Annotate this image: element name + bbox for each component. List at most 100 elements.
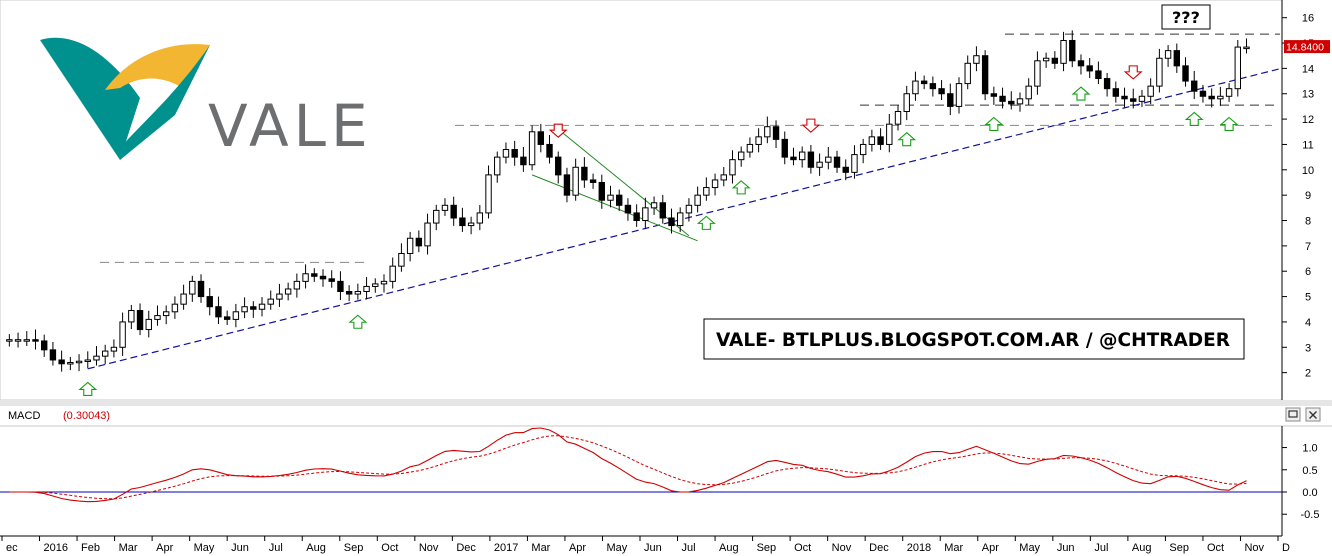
price-tick-label: 12: [1302, 114, 1314, 126]
candle-body: [1225, 88, 1233, 97]
candle-body: [258, 303, 266, 310]
macd-restore-button[interactable]: [1285, 407, 1301, 422]
candle-body: [1164, 50, 1172, 59]
panel-splitter[interactable]: [0, 400, 1332, 406]
candle-body: [729, 159, 736, 176]
candle-body: [1086, 65, 1093, 72]
price-tick-label: 13: [1302, 89, 1314, 101]
time-tick-label: Apr: [569, 542, 586, 554]
candle-body: [1234, 46, 1241, 90]
candle-body: [415, 237, 423, 247]
candle-body: [1016, 98, 1024, 105]
candle-body: [49, 349, 57, 361]
macd-close-button[interactable]: [1305, 407, 1321, 422]
candle-body: [345, 291, 353, 295]
candle-body: [250, 306, 257, 310]
candle-body: [293, 280, 301, 290]
time-tick-label: ec: [6, 542, 18, 554]
candle-body: [84, 359, 91, 362]
candle-body: [441, 204, 449, 211]
candle-body: [973, 55, 980, 64]
macd-value: (0.30043): [63, 410, 110, 422]
candle-body: [1095, 70, 1102, 80]
candle-body: [894, 110, 902, 125]
up-arrow-icon: [897, 131, 917, 147]
candle-body: [433, 209, 440, 224]
candle-body: [41, 340, 48, 351]
candle-body: [537, 131, 545, 145]
candle-body: [886, 123, 893, 145]
watermark-banner: VALE- BTLPLUS.BLOGSPOT.COM.AR / @CHTRADE…: [703, 318, 1245, 360]
candle-body: [311, 273, 318, 277]
time-tick-label: Aug: [719, 542, 739, 554]
candle-body: [197, 280, 205, 298]
candle-body: [110, 346, 118, 352]
candle-body: [772, 126, 780, 140]
candle-body: [790, 156, 797, 161]
candle-body: [180, 293, 187, 305]
candle-body: [685, 204, 693, 214]
candle-body: [319, 275, 327, 280]
candle-body: [389, 265, 396, 282]
candle-body: [14, 339, 22, 342]
time-tick-label: Mar: [119, 542, 138, 554]
up-arrow-icon: [78, 381, 98, 396]
candle-body: [1138, 95, 1146, 102]
candle-body: [67, 362, 74, 365]
last-price-label: 14.8400: [1286, 42, 1324, 54]
candle-body: [502, 149, 510, 158]
time-tick-label: Dec: [869, 542, 889, 554]
down-arrow-icon: [801, 118, 821, 133]
up-arrow-icon: [984, 116, 1004, 132]
macd-plot: [0, 427, 1282, 503]
up-arrow-icon: [1184, 111, 1204, 126]
candlesticks: [6, 30, 1250, 372]
price-tick-label: 11: [1302, 139, 1313, 151]
up-arrow-icon: [696, 215, 716, 230]
candle-body: [476, 212, 484, 224]
time-tick-label: Apr: [156, 542, 173, 554]
up-arrow-icon: [1219, 116, 1239, 132]
candle-body: [1147, 85, 1154, 97]
time-axis: ec 2016 Feb Mar Apr May Jun Jul Aug Sep Oct Nov Dec 2…: [1, 536, 1290, 554]
time-tick-label: May: [606, 542, 627, 554]
candle-body: [1208, 95, 1215, 100]
up-arrow-icon: [731, 180, 751, 195]
candle-body: [703, 187, 710, 196]
price-tick-label: 10: [1302, 165, 1314, 177]
time-tick-label: Oct: [1207, 542, 1224, 554]
price-tick-label: 5: [1305, 292, 1311, 304]
candle-body: [1051, 57, 1059, 64]
time-tick-label: Sep: [344, 542, 364, 554]
channel-lower-line: [531, 174, 698, 242]
candle-body: [494, 156, 501, 176]
candle-body: [737, 151, 745, 161]
question-annotation: ???: [1161, 4, 1211, 30]
candle-body: [1156, 57, 1163, 87]
candle-body: [23, 339, 30, 342]
time-tick-label: Dec: [456, 542, 476, 554]
candle-body: [136, 310, 144, 331]
candle-body: [284, 288, 292, 295]
candle-body: [607, 194, 614, 201]
candle-body: [877, 136, 884, 145]
logo-teal-wing: [118, 45, 210, 160]
candle-body: [337, 280, 344, 293]
candle-body: [903, 93, 910, 112]
candle-body: [189, 280, 196, 295]
candle-body: [616, 194, 623, 206]
macd-tick-label: 0.0: [1302, 487, 1317, 499]
candle-body: [781, 138, 788, 158]
banner-text: VALE- BTLPLUS.BLOGSPOT.COM.AR / @CHTRADE…: [716, 330, 1230, 351]
price-tick-label: 16: [1302, 13, 1314, 25]
candle-body: [650, 202, 658, 209]
time-tick-label: Jul: [682, 542, 696, 554]
candle-body: [162, 311, 170, 317]
candle-body: [1042, 57, 1050, 62]
price-tick-label: 2: [1305, 368, 1311, 380]
candle-body: [999, 95, 1006, 102]
candle-body: [920, 80, 928, 85]
time-tick-label: Nov: [832, 542, 852, 554]
macd-axis: 1.0 0.5 0.0 -0.5: [1282, 443, 1319, 521]
down-arrow-icon: [548, 123, 568, 138]
